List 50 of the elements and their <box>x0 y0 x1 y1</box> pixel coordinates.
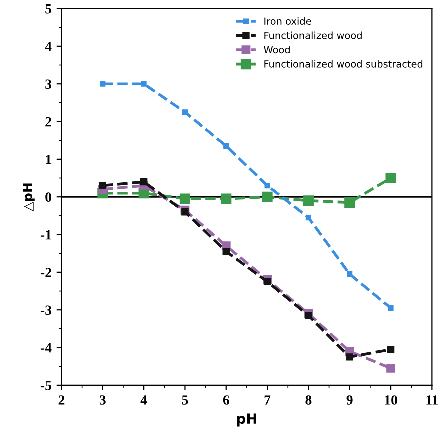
y-tick-label: -1 <box>40 230 52 240</box>
x-tick-label: 11 <box>426 396 438 405</box>
y-tick-label: 0 <box>46 192 52 202</box>
x-tick-label: 7 <box>264 396 271 405</box>
point <box>180 194 190 204</box>
y-tick-label: 3 <box>46 80 52 90</box>
y-tick-label: -2 <box>40 268 52 278</box>
x-tick-label: 8 <box>306 396 312 405</box>
point <box>222 248 230 256</box>
x-axis-title: pH <box>237 414 256 427</box>
point <box>262 192 273 202</box>
legend-label: Functionalized wood <box>264 32 362 40</box>
x-tick-label: 3 <box>100 396 106 405</box>
legend-label: Functionalized wood substracted <box>264 60 423 68</box>
legend-label: Iron oxide <box>264 18 312 26</box>
y-tick-label: 2 <box>46 117 52 127</box>
point <box>387 346 395 354</box>
point <box>224 143 230 150</box>
point <box>99 182 107 190</box>
point <box>388 305 394 311</box>
y-tick-label: 1 <box>46 155 52 164</box>
y-axis-title: △pH <box>23 184 35 212</box>
point <box>264 183 270 189</box>
point <box>182 208 189 216</box>
x-tick-label: 4 <box>140 396 148 405</box>
point <box>386 172 396 184</box>
x-tick-label: 10 <box>385 396 398 405</box>
point <box>305 312 312 320</box>
y-tick-label: 4 <box>45 42 52 52</box>
y-tick-label: -4 <box>40 343 52 353</box>
point <box>100 81 106 87</box>
point <box>182 110 188 116</box>
x-tick-label: 2 <box>58 396 65 405</box>
legend-label: Wood <box>264 46 290 54</box>
point <box>141 81 147 87</box>
point <box>386 364 396 373</box>
point <box>221 194 232 204</box>
point <box>344 197 356 208</box>
point <box>306 215 312 221</box>
y-tick-label: 5 <box>46 4 52 14</box>
point <box>347 272 353 278</box>
x-tick-label: 5 <box>182 396 188 405</box>
y-tick-label: -5 <box>40 381 52 390</box>
y-tick-label: -3 <box>40 306 52 316</box>
x-tick-label: 6 <box>223 396 230 405</box>
point <box>140 178 148 186</box>
point <box>303 196 314 206</box>
point <box>346 354 354 361</box>
point <box>264 278 272 286</box>
x-tick-label: 9 <box>346 396 353 405</box>
